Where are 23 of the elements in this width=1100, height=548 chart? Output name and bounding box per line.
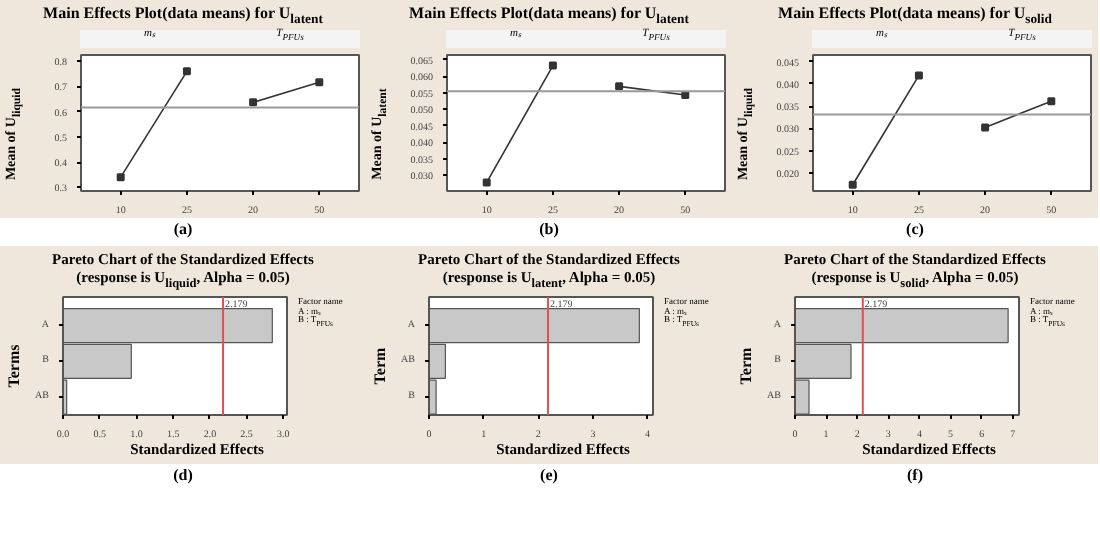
text: (d) bbox=[171, 464, 195, 485]
point bbox=[615, 82, 624, 91]
point bbox=[1047, 97, 1056, 106]
text: (a) bbox=[171, 218, 195, 239]
chart-title: Main Effects Plot(data means) for U$_{solid}$ bbox=[776, 2, 1054, 28]
point bbox=[981, 123, 990, 132]
point bbox=[482, 178, 491, 187]
point bbox=[315, 78, 324, 87]
chart-title: Main Effects Plot(data means) for U$_{latent}$ bbox=[41, 2, 325, 28]
y-axis-title: Term bbox=[368, 347, 391, 385]
text: (f) bbox=[905, 464, 925, 485]
text: (c) bbox=[904, 218, 926, 239]
point bbox=[182, 67, 191, 76]
y-axis-title: Terms bbox=[2, 344, 25, 388]
y-axis-title: Term bbox=[734, 347, 757, 385]
text: (b) bbox=[537, 218, 561, 239]
point bbox=[116, 173, 125, 182]
point bbox=[249, 98, 258, 107]
point bbox=[914, 71, 923, 80]
point bbox=[548, 61, 557, 70]
point bbox=[848, 180, 857, 189]
text: (e) bbox=[538, 464, 560, 485]
chart-title: Main Effects Plot(data means) for U$_{latent}$ bbox=[407, 2, 691, 28]
